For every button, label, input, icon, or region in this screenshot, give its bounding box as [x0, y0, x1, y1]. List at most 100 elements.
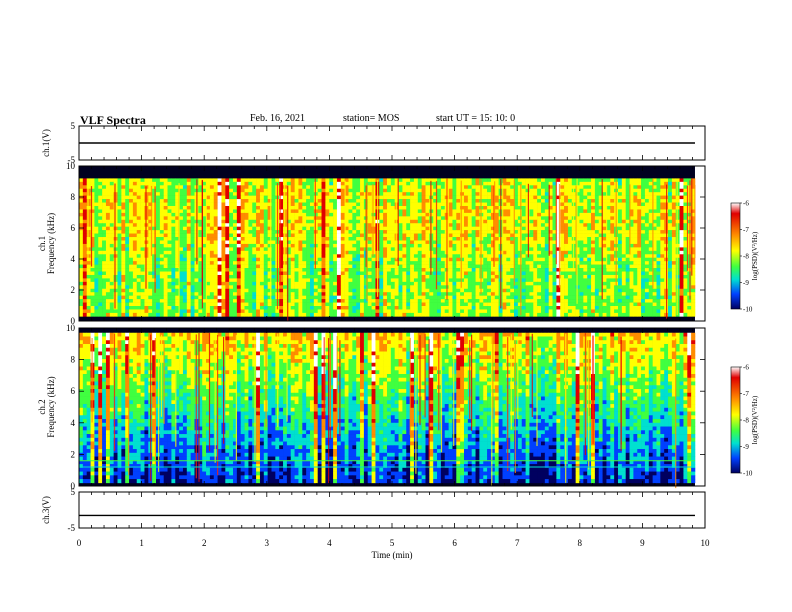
spectrogram-cell	[410, 199, 415, 203]
spectrogram-cell	[159, 281, 164, 286]
spectrogram-cell	[575, 243, 580, 248]
spectrogram-cell	[540, 181, 546, 186]
spectrogram-cell	[102, 254, 107, 259]
spectrogram-cell	[452, 202, 457, 207]
spectrogram-cell	[194, 274, 199, 279]
spectrogram-cell	[533, 233, 538, 238]
spectrogram-cell	[598, 250, 603, 255]
spectrogram-cell	[336, 281, 342, 286]
spectrogram-cell	[209, 178, 215, 183]
spectrogram-cell	[190, 205, 195, 210]
spectrogram-cell	[448, 250, 453, 255]
spectrogram-cell	[136, 274, 141, 279]
spectrogram-cell	[352, 205, 357, 210]
spectrogram-cell	[552, 243, 557, 248]
spectrogram-cell	[448, 192, 453, 196]
spectrogram-cell	[186, 233, 191, 238]
spectrogram-cell	[606, 271, 611, 276]
spectrogram-cell	[152, 237, 157, 241]
spectrogram-cell	[533, 250, 538, 255]
spectrogram-cell	[598, 216, 603, 221]
spectrogram-cell	[317, 219, 322, 224]
spectrogram-cell	[594, 192, 600, 196]
spectrogram-cell	[637, 212, 642, 217]
spectrogram-cell	[98, 264, 103, 269]
spectrogram-cell	[117, 247, 122, 252]
spectrogram-cell	[229, 264, 234, 269]
spectrogram-cell	[329, 281, 334, 286]
spectrogram-cell	[379, 185, 384, 190]
spectrogram-cell	[206, 250, 211, 255]
spectrogram-cell	[494, 233, 499, 238]
spectrogram-cell	[691, 257, 696, 262]
spectrogram-cell	[437, 199, 442, 203]
spectrogram-cell	[668, 216, 673, 221]
spectrogram-cell	[236, 230, 241, 234]
spectrogram-cell	[371, 205, 376, 210]
spectrogram-cell	[406, 233, 411, 238]
spectrogram-cell	[587, 192, 592, 196]
spectrogram-cell	[156, 247, 161, 252]
spectrogram-cell	[79, 250, 84, 255]
spectrogram-cell	[648, 278, 653, 283]
spectrogram-cell	[186, 268, 191, 272]
spectrogram-cell	[86, 216, 91, 221]
spectrogram-cell	[367, 247, 372, 252]
spectrogram-cell	[675, 233, 680, 238]
spectrogram-cell	[248, 257, 253, 262]
spectrogram-cell	[79, 205, 84, 210]
spectrogram-cell	[413, 261, 419, 265]
spectrogram-cell	[113, 250, 118, 255]
spectrogram-cell	[514, 192, 519, 196]
spectrogram-cell	[637, 271, 642, 276]
spectrogram-cell	[394, 271, 399, 276]
spectrogram-cell	[171, 264, 176, 269]
spectrogram-cell	[333, 216, 338, 221]
spectrogram-cell	[390, 185, 395, 190]
spectrogram-cell	[306, 202, 311, 207]
spectrogram-cell	[483, 226, 488, 231]
spectrogram-cell	[98, 233, 103, 238]
spectrogram-cell	[275, 178, 280, 183]
spectrogram-cell	[621, 257, 626, 262]
spectrogram-cell	[371, 281, 376, 286]
spectrogram-cell	[136, 192, 141, 196]
spectrogram-cell	[644, 264, 650, 269]
spectrogram-cell	[94, 202, 99, 207]
spectrogram-cell	[229, 254, 234, 259]
spectrogram-cell	[329, 223, 334, 227]
spectrogram-cell	[129, 250, 134, 255]
spectrogram-cell	[579, 247, 584, 252]
spectrogram-cell	[236, 274, 241, 279]
spectrogram-cell	[521, 250, 526, 255]
spectrogram-cell	[594, 230, 600, 234]
spectrogram-cell	[587, 188, 592, 193]
spectrogram-cell	[140, 230, 145, 234]
spectrogram-cell	[202, 188, 207, 193]
spectrogram-cell	[691, 278, 696, 283]
spectrogram-cell	[587, 202, 592, 207]
spectrogram-cell	[240, 178, 245, 183]
spectrogram-cell	[514, 223, 519, 227]
spectrogram-cell	[579, 261, 584, 265]
spectrogram-cell	[202, 254, 207, 259]
spectrogram-cell	[360, 240, 365, 245]
spectrogram-cell	[386, 268, 392, 272]
spectrogram-cell	[379, 192, 384, 196]
spectrogram-cell	[105, 257, 111, 262]
spectrogram-cell	[540, 188, 546, 193]
spectrogram-cell	[356, 257, 361, 262]
spectrogram-cell	[567, 181, 573, 186]
spectrogram-cell	[202, 240, 207, 245]
spectrogram-cell	[606, 202, 611, 207]
spectrogram-cell	[583, 199, 588, 203]
spectrogram-cell	[606, 195, 611, 200]
spectrogram-cell	[182, 278, 188, 283]
spectrogram-cell	[552, 250, 557, 255]
spectrogram-cell	[664, 178, 669, 183]
spectrogram-cell	[329, 257, 334, 262]
spectrogram-cell	[606, 230, 611, 234]
spectrogram-cell	[567, 212, 573, 217]
spectrogram-cell	[367, 281, 372, 286]
spectrogram-cell	[363, 181, 369, 186]
